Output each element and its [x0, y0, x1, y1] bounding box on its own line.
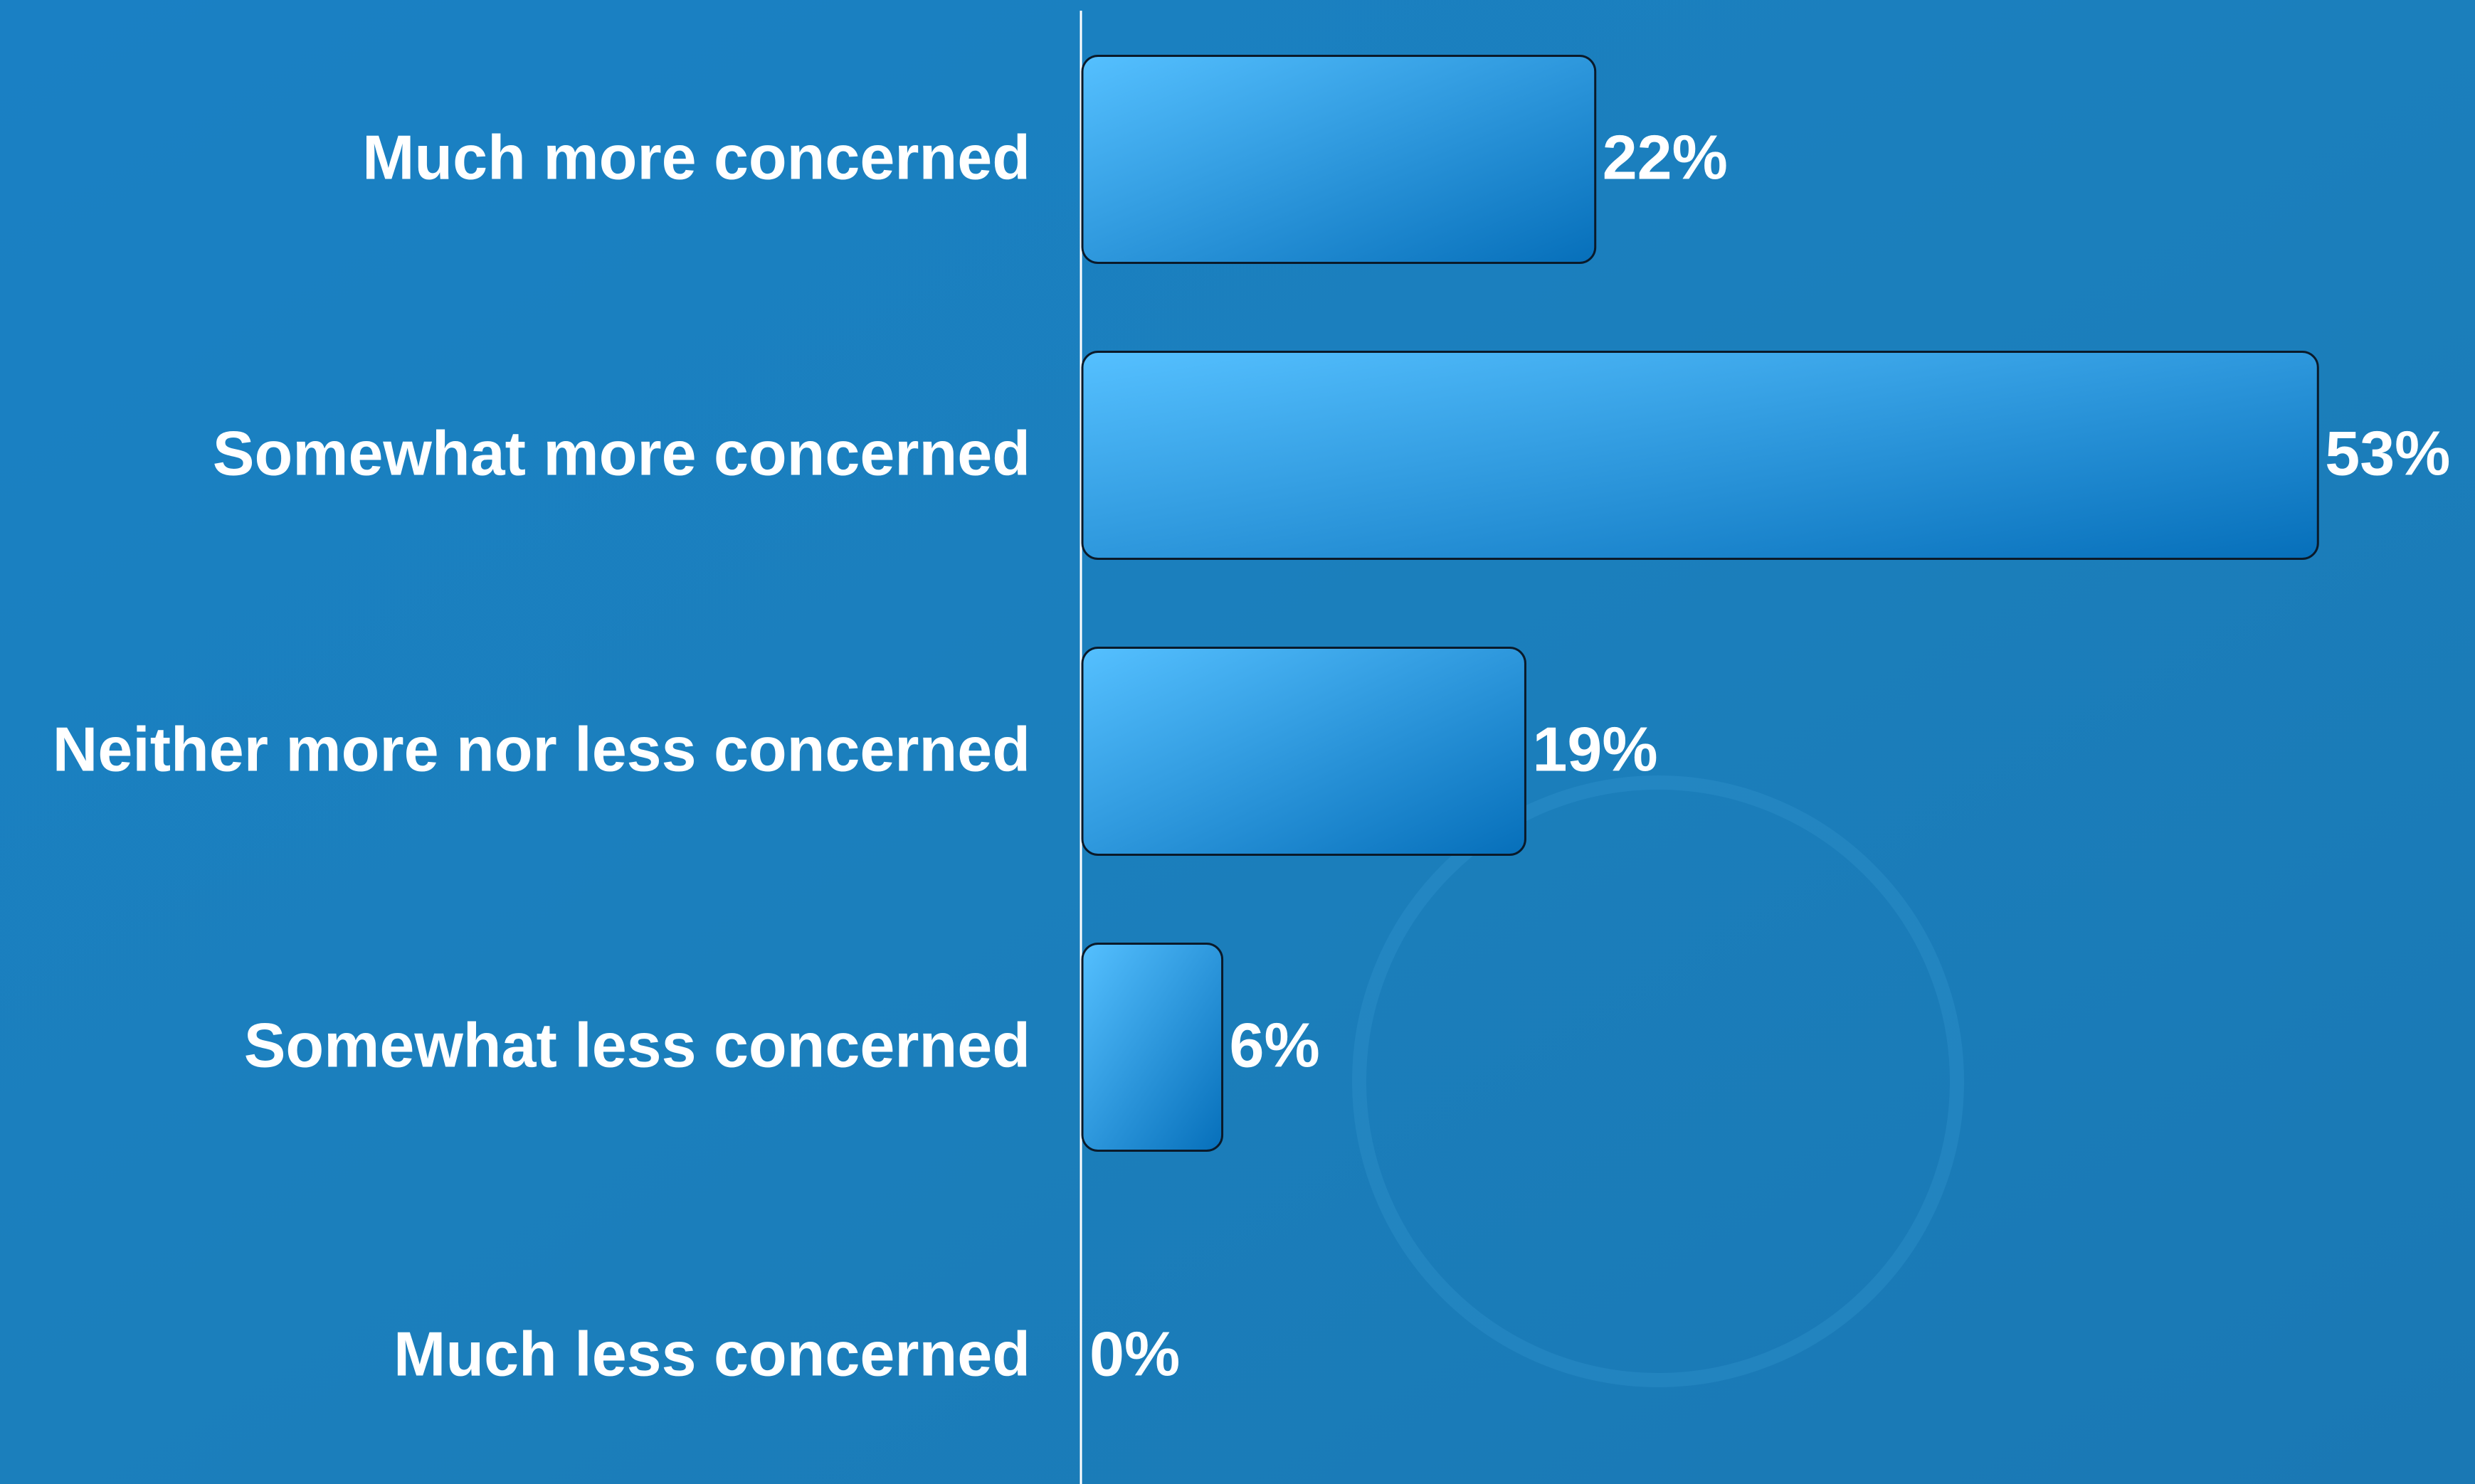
value-label: 0% [1089, 1318, 1180, 1389]
bar [1081, 647, 1526, 856]
value-label: 53% [2325, 418, 2450, 488]
category-label: Much more concerned [362, 122, 1030, 192]
background-decoration [1352, 775, 1964, 1387]
value-label: 22% [1603, 122, 1728, 192]
bar [1081, 943, 1224, 1152]
category-label: Neither more nor less concerned [53, 714, 1030, 784]
category-label: Much less concerned [394, 1318, 1030, 1389]
category-label: Somewhat less concerned [244, 1009, 1030, 1080]
bar [1081, 55, 1597, 264]
value-label: 19% [1532, 714, 1657, 784]
bar [1081, 351, 2319, 560]
category-label: Somewhat more concerned [213, 418, 1030, 488]
value-label: 6% [1230, 1009, 1320, 1080]
